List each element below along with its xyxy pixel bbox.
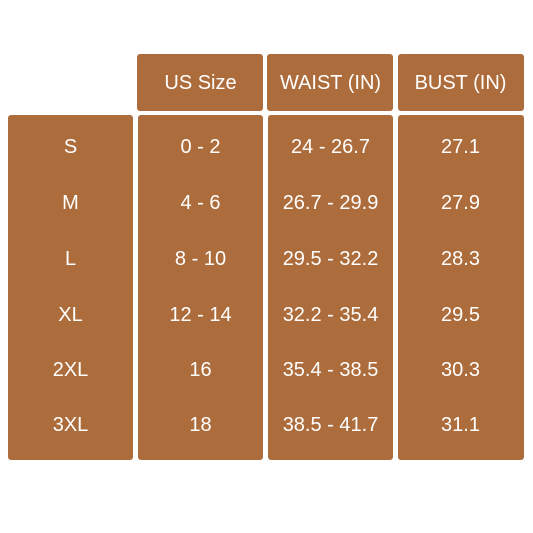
header-box	[267, 54, 393, 111]
table-cell: 0 - 2	[180, 136, 221, 158]
size-label: XL	[58, 304, 83, 326]
table-cell: 29.5	[441, 304, 480, 326]
header-cell: WAIST (IN)	[279, 72, 382, 94]
size-label: 3XL	[52, 414, 89, 436]
table-cell: 30.3	[441, 359, 480, 381]
column-box	[138, 115, 263, 460]
table-cell: 8 - 10	[174, 248, 227, 270]
header-box	[398, 54, 524, 111]
table-cell: 27.1	[441, 136, 480, 158]
header-box	[137, 54, 263, 111]
table-cell: 29.5 - 32.2	[282, 248, 379, 270]
column-box	[398, 115, 524, 460]
table-cell: 26.7 - 29.9	[282, 192, 379, 214]
table-cell: 31.1	[441, 414, 480, 436]
table-cell: 32.2 - 35.4	[282, 304, 379, 326]
table-cell: 28.3	[441, 248, 480, 270]
table-cell: 27.9	[441, 192, 480, 214]
table-cell: 18	[189, 414, 212, 436]
size-label: 2XL	[52, 359, 89, 381]
size-label: M	[62, 192, 79, 214]
table-cell: 35.4 - 38.5	[282, 359, 379, 381]
table-cell: 16	[189, 359, 212, 381]
column-box	[8, 115, 133, 460]
table-cell: 12 - 14	[169, 304, 232, 326]
header-cell: US Size	[164, 72, 237, 94]
table-cell: 24 - 26.7	[291, 136, 370, 158]
column-box	[268, 115, 393, 460]
size-label: S	[63, 136, 78, 158]
size-label: L	[64, 248, 77, 270]
header-cell: BUST (IN)	[414, 72, 507, 94]
table-cell: 38.5 - 41.7	[282, 414, 379, 436]
table-cell: 4 - 6	[180, 192, 221, 214]
